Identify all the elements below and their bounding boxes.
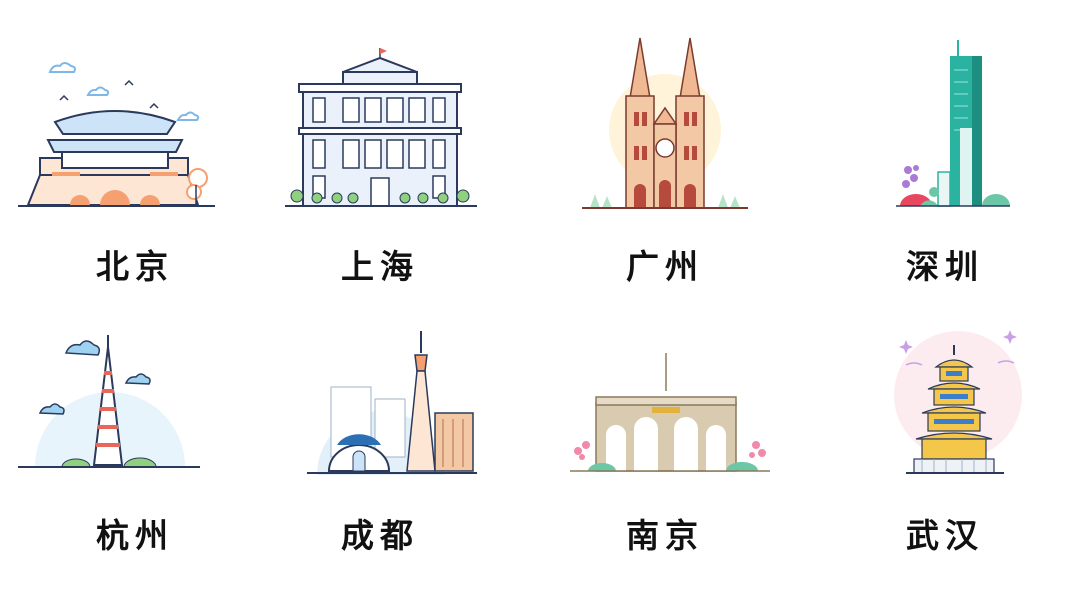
shenzhen-skyscraper-icon [896,40,1010,207]
beijing-tiananmen-icon [18,62,215,207]
chengdu-tv-tower-icon [307,331,477,475]
city-label: 南京 [626,516,704,555]
city-card-shanghai: 上海 [245,0,515,295]
city-label: 深圳 [906,247,984,286]
hangzhou-pagoda-icon [18,335,200,468]
city-label: 北京 [96,247,174,286]
wuhan-yellow-crane-tower-icon [894,330,1022,474]
city-label: 杭州 [96,516,174,555]
city-label: 武汉 [906,516,984,555]
city-card-beijing: 北京 [0,0,270,295]
city-card-wuhan: 武汉 [810,295,1080,590]
shanghai-colonial-building-icon [285,48,477,207]
city-card-guangzhou: 广州 [530,0,800,295]
nanjing-gate-icon [570,353,770,472]
guangzhou-cathedral-icon [582,37,748,209]
city-label: 上海 [341,247,419,286]
city-card-shenzhen: 深圳 [810,0,1080,295]
city-card-nanjing: 南京 [530,295,800,590]
city-card-chengdu: 成都 [245,295,515,590]
city-label: 广州 [626,247,704,286]
city-card-hangzhou: 杭州 [0,295,270,590]
city-label: 成都 [341,516,419,555]
